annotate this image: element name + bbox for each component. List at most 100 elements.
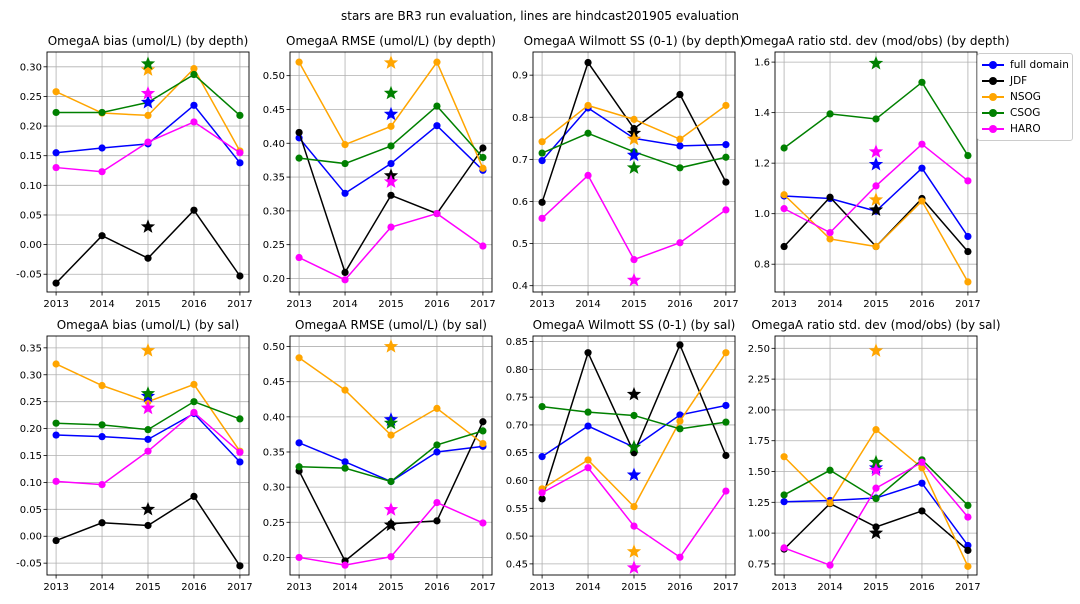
point-csog (52, 108, 60, 117)
point-haro (918, 458, 926, 466)
legend-item-haro: HARO (978, 121, 1072, 137)
point-csog (341, 464, 349, 472)
axes-frame (774, 51, 978, 293)
star-jdf (868, 202, 884, 216)
point-haro (918, 140, 926, 148)
x-tick-label: 2014 (817, 299, 842, 310)
y-tick-label: 0.6 (512, 197, 528, 208)
point-haro (584, 464, 592, 472)
point-jdf (722, 178, 730, 186)
y-tick-label: 0.10 (20, 478, 42, 489)
x-tick-label: 2015 (135, 299, 160, 310)
y-tick-label: 2.25 (748, 375, 770, 386)
point-nsog (630, 115, 638, 123)
y-tick-label: 1.75 (748, 436, 770, 447)
x-tick-label: 2013 (529, 582, 554, 593)
point-haro (190, 118, 198, 126)
y-tick-label: 0.55 (506, 504, 528, 515)
point-nsog (872, 242, 880, 251)
point-nsog (98, 381, 106, 390)
legend-label-nsog: NSOG (1010, 91, 1041, 103)
point-full-domain (433, 448, 441, 456)
y-tick-label: 0.8 (512, 113, 528, 124)
x-tick-label: 2015 (621, 299, 646, 310)
point-nsog (52, 88, 60, 96)
point-csog (98, 421, 106, 429)
y-tick-label: 0.8 (754, 260, 770, 271)
y-tick-label: 1.00 (748, 529, 770, 540)
star-full-domain (626, 147, 642, 162)
point-full-domain (433, 122, 441, 130)
point-haro (780, 205, 788, 213)
y-tick-label: 0.20 (20, 122, 42, 133)
star-jdf (140, 219, 156, 233)
point-full-domain (144, 435, 152, 443)
point-haro (538, 489, 546, 497)
point-csog (98, 108, 106, 117)
point-full-domain (341, 189, 349, 197)
point-full-domain (538, 157, 546, 165)
point-jdf (190, 206, 198, 214)
x-tick-label: 2014 (89, 299, 114, 310)
point-nsog (826, 235, 834, 243)
axes-frame (289, 335, 493, 576)
point-nsog (584, 101, 592, 110)
star-haro (140, 400, 156, 415)
point-full-domain (190, 101, 198, 109)
point-haro (826, 229, 834, 237)
y-tick-label: 0.30 (263, 483, 285, 494)
axes-frame (532, 335, 736, 576)
legend-label-full-domain: full domain (1010, 59, 1069, 71)
star-csog (140, 386, 156, 400)
chart-title: OmegaA Wilmott SS (0-1) (by depth) (524, 34, 745, 48)
point-haro (676, 239, 684, 247)
point-haro (479, 242, 487, 250)
point-csog (826, 110, 834, 118)
point-full-domain (964, 541, 972, 550)
point-haro (722, 206, 730, 214)
chart-title: OmegaA Wilmott SS (0-1) (by sal) (533, 318, 736, 332)
point-jdf (780, 242, 788, 251)
x-tick-label: 2014 (575, 299, 600, 310)
point-csog (964, 151, 972, 160)
x-tick-label: 2015 (863, 299, 888, 310)
y-tick-label: 0.5 (512, 239, 528, 250)
point-nsog (479, 164, 487, 172)
point-jdf (479, 144, 487, 152)
x-tick-label: 2016 (909, 299, 934, 310)
star-csog (383, 85, 399, 100)
point-nsog (387, 122, 395, 130)
point-csog (236, 415, 244, 423)
point-jdf (144, 521, 152, 530)
point-jdf (538, 495, 546, 503)
point-nsog (387, 431, 395, 439)
point-csog (722, 418, 730, 426)
x-tick-label: 2013 (43, 582, 68, 593)
point-csog (236, 111, 244, 120)
star-csog (868, 454, 884, 469)
y-tick-label: 0.40 (263, 412, 285, 423)
point-jdf (479, 418, 487, 426)
chart-panel-3: OmegaA Wilmott SS (0-1) (by depth) 0.4 0.5… (512, 34, 744, 310)
star-nsog (140, 343, 156, 357)
legend-swatch-jdf (982, 73, 1004, 89)
star-jdf (140, 501, 156, 516)
point-nsog (341, 386, 349, 394)
point-csog (433, 102, 441, 110)
point-csog (190, 70, 198, 79)
point-haro (479, 519, 487, 527)
y-tick-label: -0.05 (16, 270, 42, 281)
chart-panel-4: OmegaA ratio std. dev (mod/obs) (by dept… (742, 34, 1009, 310)
point-full-domain (918, 479, 926, 487)
point-nsog (630, 503, 638, 511)
point-csog (722, 153, 730, 161)
y-tick-label: 0.10 (20, 181, 42, 192)
x-tick-label: 2016 (181, 299, 206, 310)
x-tick-label: 2015 (378, 299, 403, 310)
point-full-domain (918, 164, 926, 172)
legend-swatch-nsog (982, 89, 1004, 105)
point-csog (872, 115, 880, 123)
point-csog (676, 425, 684, 433)
y-tick-label: 0.15 (20, 151, 42, 162)
